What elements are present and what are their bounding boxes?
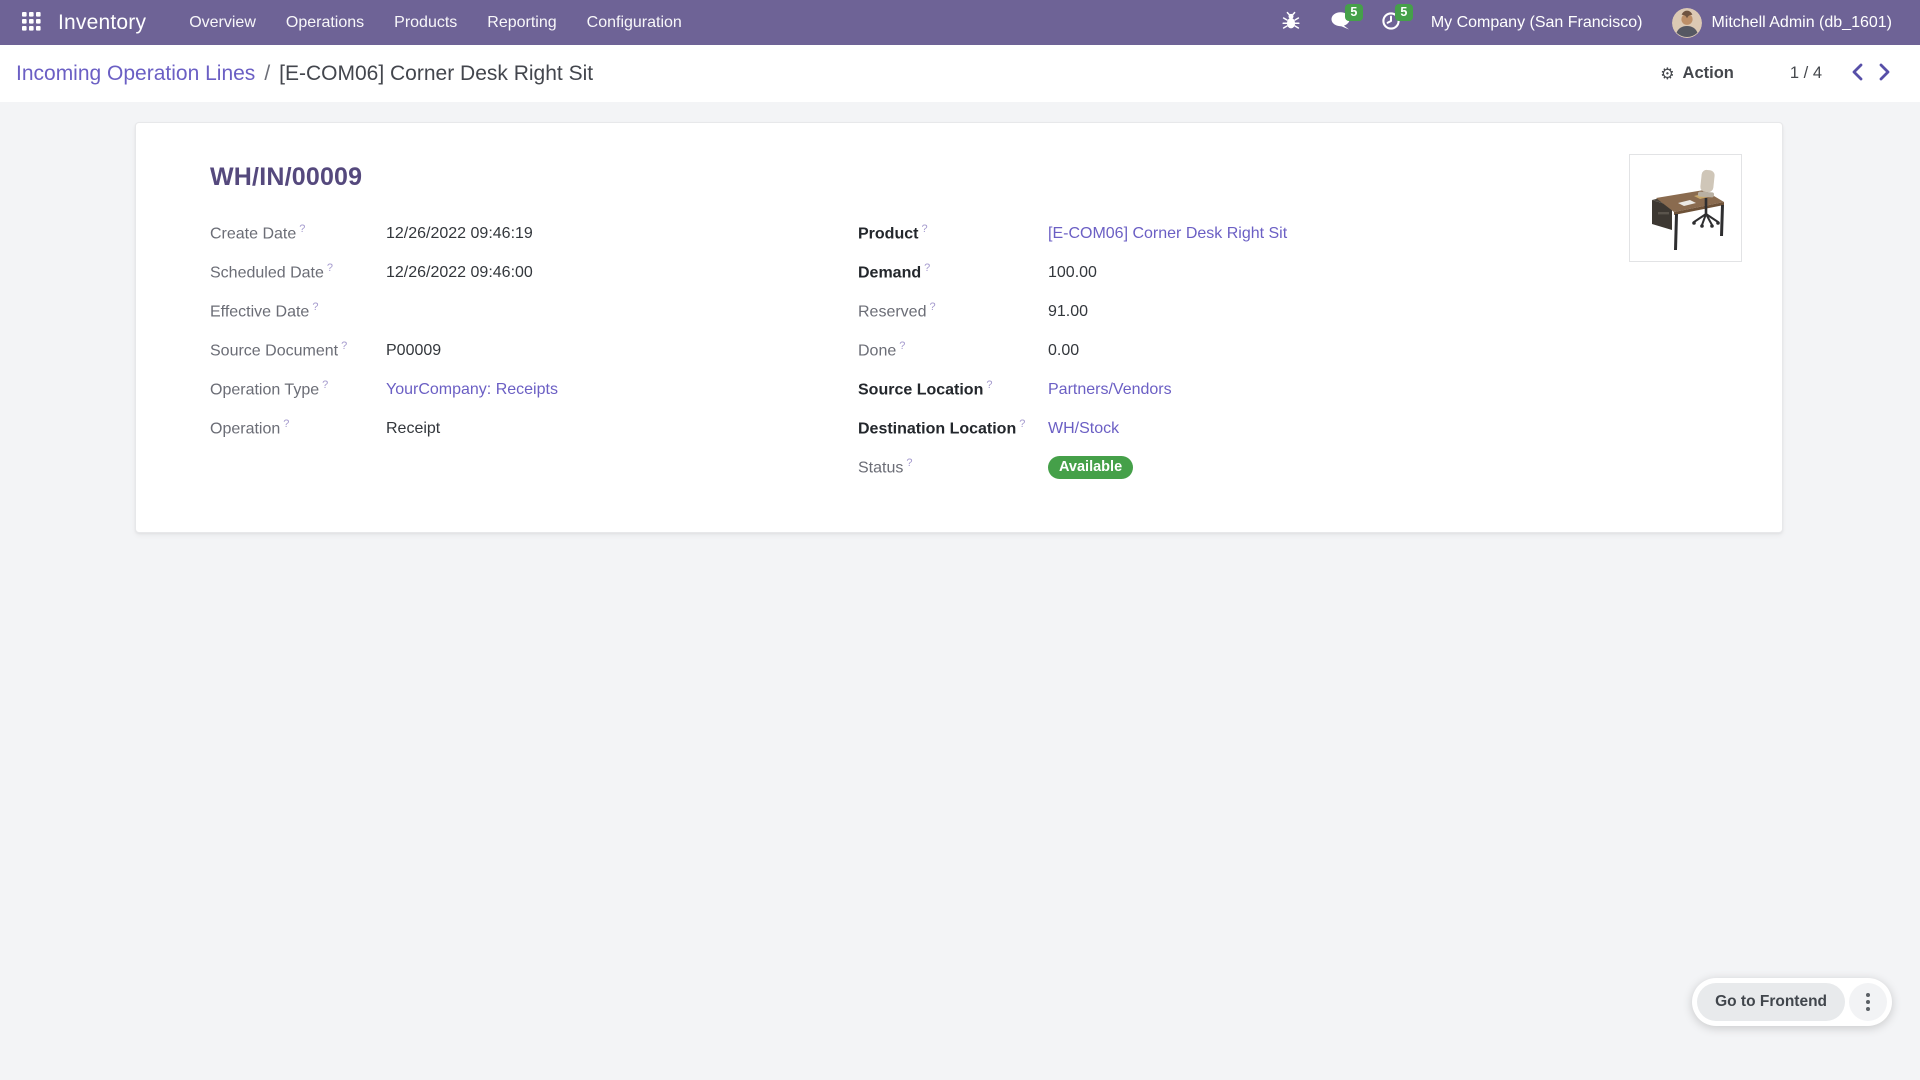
top-navbar: Inventory Overview Operations Products Repo… [0, 0, 1920, 45]
field-label-create-date: Create Date? [210, 223, 306, 243]
help-marker: ? [322, 379, 329, 392]
top-menu-bar: Overview Operations Products Reporting Confi… [174, 0, 697, 45]
chevron-right-icon [1878, 62, 1891, 85]
frontend-launcher: Go to Frontend [1692, 978, 1892, 1026]
menu-item-configuration[interactable]: Configuration [586, 14, 682, 31]
field-value-done: 0.00 [1048, 341, 1080, 359]
activities-badge: 5 [1394, 4, 1413, 21]
field-label-scheduled-date: Scheduled Date? [210, 262, 333, 282]
breadcrumb-current: [E-COM06] Corner Desk Right Sit [279, 61, 594, 85]
messages-badge: 5 [1344, 4, 1363, 21]
launcher-options-button[interactable] [1849, 983, 1887, 1021]
gear-icon: ⚙ [1660, 64, 1675, 83]
field-label-product: Product? [858, 223, 928, 243]
field-group-right: Product? [E-COM06] Corner Desk Right Sit D… [858, 214, 1708, 487]
field-value-create-date: 12/26/2022 09:46:19 [386, 224, 533, 242]
breadcrumb-parent[interactable]: Incoming Operation Lines [16, 61, 256, 85]
apps-grid-icon [21, 11, 41, 34]
main-content: WH/IN/00009 Create Date? 12/26/2022 09:46… [0, 102, 1920, 533]
field-row-source-location: Source Location? Partners/Vendors [858, 370, 1708, 409]
company-name: My Company (San Francisco) [1430, 13, 1643, 31]
pager-count: 1 / 4 [1789, 64, 1822, 82]
menu-item-products[interactable]: Products [394, 14, 458, 31]
help-marker: ? [924, 262, 931, 275]
field-value-demand: 100.00 [1048, 263, 1097, 281]
help-marker: ? [326, 262, 333, 275]
action-menu-button[interactable]: ⚙ Action [1660, 64, 1734, 83]
field-value-source-document: P00009 [386, 341, 442, 359]
field-label-status: Status? [858, 457, 913, 477]
chevron-left-icon [1851, 62, 1864, 85]
field-label-operation: Operation? [210, 418, 290, 438]
pager-previous-button[interactable] [1844, 58, 1871, 89]
help-marker: ? [299, 223, 306, 236]
record-card: WH/IN/00009 Create Date? 12/26/2022 09:46… [135, 122, 1783, 533]
field-groups: Create Date? 12/26/2022 09:46:19 Scheduled… [210, 214, 1708, 487]
help-marker: ? [906, 457, 913, 470]
menu-item-operations[interactable]: Operations [285, 14, 365, 31]
help-marker: ? [929, 301, 936, 314]
field-label-effective-date: Effective Date? [210, 301, 319, 321]
field-row-destination-location: Destination Location? WH/Stock [858, 409, 1708, 448]
field-value-product[interactable]: [E-COM06] Corner Desk Right Sit [1048, 224, 1288, 242]
user-menu[interactable]: Mitchell Admin (db_1601) [1662, 0, 1902, 45]
avatar [1672, 7, 1703, 38]
help-marker: ? [1019, 418, 1026, 431]
activities-button[interactable]: 5 [1371, 0, 1413, 45]
field-row-create-date: Create Date? 12/26/2022 09:46:19 [210, 214, 858, 253]
field-value-destination-location[interactable]: WH/Stock [1048, 419, 1120, 437]
field-row-source-document: Source Document? P00009 [210, 331, 858, 370]
user-name: Mitchell Admin (db_1601) [1711, 13, 1892, 31]
help-marker: ? [283, 418, 290, 431]
field-value-operation-type[interactable]: YourCompany: Receipts [386, 380, 558, 398]
field-value-source-location[interactable]: Partners/Vendors [1048, 380, 1172, 398]
field-row-status: Status? Available [858, 448, 1708, 487]
field-value-operation: Receipt [386, 419, 441, 437]
help-marker: ? [341, 340, 348, 353]
control-panel: Incoming Operation Lines / [E-COM06] Cor… [0, 45, 1920, 102]
menu-item-overview[interactable]: Overview [189, 14, 256, 31]
field-label-operation-type: Operation Type? [210, 379, 329, 399]
field-label-destination-location: Destination Location? [858, 418, 1026, 438]
messages-button[interactable]: 5 [1321, 0, 1363, 45]
debug-button[interactable] [1271, 0, 1311, 45]
company-switcher[interactable]: My Company (San Francisco) [1421, 0, 1653, 45]
field-row-scheduled-date: Scheduled Date? 12/26/2022 09:46:00 [210, 253, 858, 292]
field-group-left: Create Date? 12/26/2022 09:46:19 Scheduled… [210, 214, 858, 448]
control-panel-right: ⚙ Action 1 / 4 [1660, 58, 1898, 89]
go-to-frontend-button[interactable]: Go to Frontend [1697, 983, 1845, 1021]
clock-icon [1381, 11, 1401, 34]
apps-menu-button[interactable] [12, 0, 50, 45]
field-row-done: Done? 0.00 [858, 331, 1708, 370]
pager-next-button[interactable] [1871, 58, 1898, 89]
field-label-demand: Demand? [858, 262, 931, 282]
field-row-reserved: Reserved? 91.00 [858, 292, 1708, 331]
app-name[interactable]: Inventory [58, 10, 147, 34]
bug-icon [1281, 11, 1301, 34]
help-marker: ? [312, 301, 319, 314]
field-row-demand: Demand? 100.00 [858, 253, 1708, 292]
field-label-reserved: Reserved? [858, 301, 936, 321]
menu-item-reporting[interactable]: Reporting [487, 14, 557, 31]
breadcrumb-separator: / [264, 61, 271, 85]
field-label-done: Done? [858, 340, 906, 360]
field-row-effective-date: Effective Date? [210, 292, 858, 331]
status-badge: Available [1048, 456, 1134, 479]
help-marker: ? [986, 379, 993, 392]
field-row-operation-type: Operation Type? YourCompany: Receipts [210, 370, 858, 409]
action-label: Action [1682, 64, 1734, 82]
field-row-operation: Operation? Receipt [210, 409, 858, 448]
field-row-product: Product? [E-COM06] Corner Desk Right Sit [858, 214, 1708, 253]
field-value-reserved: 91.00 [1048, 302, 1089, 320]
field-label-source-location: Source Location? [858, 379, 993, 399]
breadcrumb: Incoming Operation Lines / [E-COM06] Cor… [16, 62, 593, 86]
field-value-scheduled-date: 12/26/2022 09:46:00 [386, 263, 533, 281]
kebab-icon [1866, 993, 1870, 1011]
record-title: WH/IN/00009 [210, 163, 363, 191]
navbar-right: 5 5 My Company (San Francisco) [1271, 0, 1902, 45]
help-marker: ? [921, 223, 928, 236]
help-marker: ? [899, 340, 906, 353]
field-label-source-document: Source Document? [210, 340, 348, 360]
product-image [1629, 154, 1742, 262]
